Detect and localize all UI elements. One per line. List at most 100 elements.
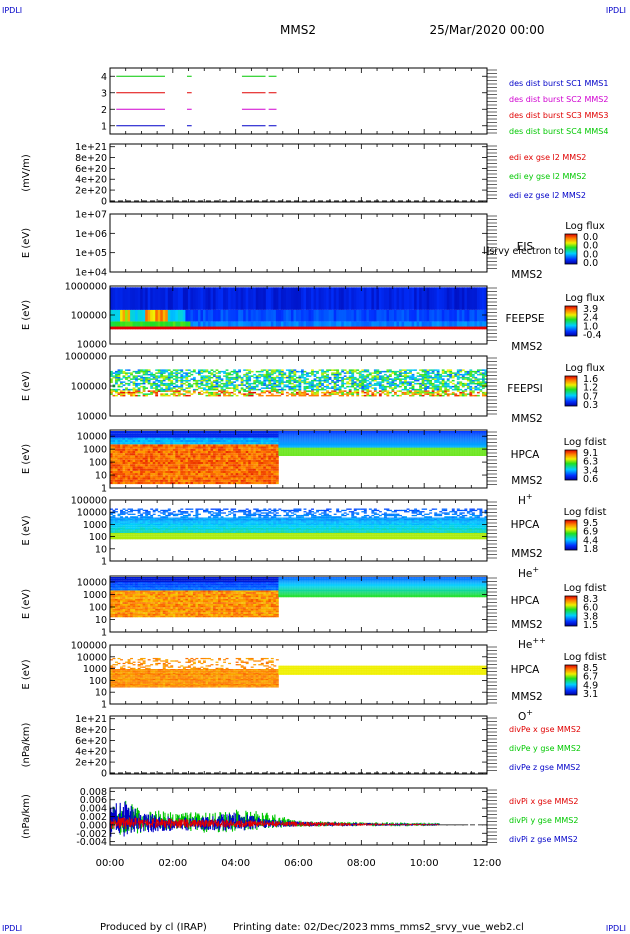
cell	[190, 442, 194, 445]
cell	[278, 376, 282, 379]
cell	[404, 393, 407, 395]
cell	[152, 431, 156, 434]
cell	[248, 450, 252, 454]
cell	[135, 439, 139, 443]
spacecraft-label: MMS2	[511, 413, 542, 425]
cell	[280, 431, 284, 433]
cell	[311, 452, 314, 454]
cell	[208, 321, 212, 327]
cell	[187, 326, 191, 330]
cell	[150, 446, 154, 449]
cell	[238, 437, 242, 440]
cell	[167, 477, 171, 480]
cell	[240, 326, 244, 330]
cell	[120, 370, 123, 373]
cell	[434, 387, 438, 389]
cell	[225, 446, 229, 449]
cell	[117, 378, 121, 380]
cell	[187, 382, 191, 385]
cell	[180, 444, 184, 447]
cell	[298, 378, 302, 380]
cell	[290, 387, 294, 389]
cell	[419, 394, 422, 397]
cell	[162, 378, 166, 380]
cell	[137, 477, 141, 480]
cell	[253, 287, 257, 310]
cell	[233, 473, 237, 476]
y-axis-label-feepsi: E (eV)	[21, 371, 32, 401]
cell	[213, 433, 216, 436]
cell	[135, 375, 138, 377]
cell	[366, 287, 370, 310]
cell	[278, 450, 282, 452]
cell	[386, 391, 390, 394]
cell	[192, 309, 196, 322]
cell	[280, 287, 284, 310]
cell	[172, 321, 176, 327]
cell	[280, 453, 284, 455]
cell	[208, 326, 212, 330]
cell	[258, 475, 262, 478]
cell	[170, 444, 174, 447]
cell	[192, 477, 196, 480]
cell	[306, 434, 309, 436]
cell	[228, 387, 231, 389]
cell	[248, 455, 252, 458]
cell	[308, 446, 312, 448]
cell	[283, 451, 287, 453]
colorbar-tick-label: -0.4	[583, 330, 602, 341]
cell	[125, 387, 128, 389]
y-tick-label: 1e+04	[75, 268, 107, 279]
cell	[167, 435, 171, 438]
cell	[255, 385, 259, 388]
cell	[228, 287, 232, 310]
cell	[137, 444, 141, 447]
cell	[263, 470, 267, 474]
cell	[202, 387, 206, 389]
cell	[248, 477, 252, 480]
cell	[248, 437, 252, 440]
cell	[366, 309, 370, 322]
cell	[306, 387, 309, 389]
cell	[110, 326, 114, 330]
cell	[223, 431, 227, 434]
cell	[469, 378, 473, 380]
cell	[288, 446, 292, 448]
cell	[172, 287, 176, 310]
cell	[215, 475, 219, 478]
cell	[336, 369, 340, 371]
plot-area-feepse	[110, 287, 488, 330]
cell	[248, 394, 252, 397]
cell	[230, 459, 234, 462]
cell	[431, 387, 435, 389]
cell	[436, 391, 440, 394]
cell	[388, 381, 392, 383]
cell	[431, 326, 435, 330]
cell	[280, 309, 284, 322]
cell	[235, 455, 239, 458]
cell	[165, 382, 169, 385]
cell	[248, 457, 252, 460]
cell	[341, 382, 345, 385]
cell	[160, 369, 164, 371]
cell	[461, 321, 465, 327]
cell	[481, 378, 485, 380]
cell	[441, 385, 445, 388]
cell	[411, 287, 415, 310]
cell	[235, 453, 239, 456]
cell	[476, 321, 480, 327]
cell	[223, 385, 226, 388]
cell	[258, 455, 262, 458]
cell	[197, 372, 201, 374]
cell	[250, 382, 254, 385]
cell	[263, 376, 267, 379]
cell	[275, 437, 279, 440]
cell	[155, 481, 159, 485]
cell	[182, 448, 186, 451]
cell	[112, 477, 116, 480]
cell	[278, 379, 282, 382]
cell	[323, 432, 327, 434]
cell	[243, 477, 247, 480]
cell	[316, 445, 320, 447]
cell	[115, 439, 118, 443]
